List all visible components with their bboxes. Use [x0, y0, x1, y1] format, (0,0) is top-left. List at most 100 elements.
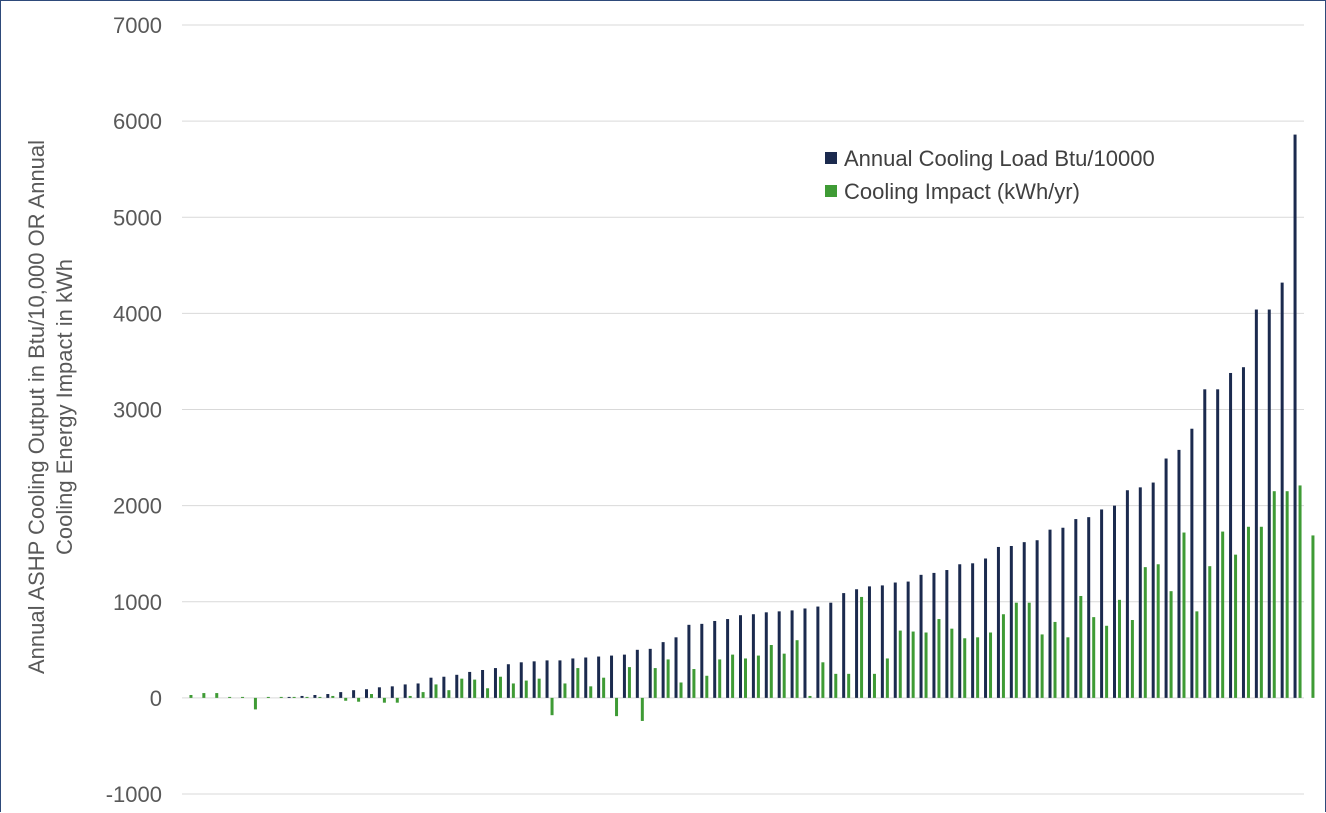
bar-cooling-load — [1048, 529, 1052, 698]
bar-cooling-impact — [1221, 531, 1225, 698]
legend: Annual Cooling Load Btu/10000 Cooling Im… — [825, 146, 1155, 204]
bars — [189, 134, 1315, 721]
bar-cooling-load — [1061, 527, 1065, 698]
bar-cooling-load — [674, 637, 678, 698]
bar-cooling-impact — [1027, 602, 1031, 698]
bar-cooling-load — [1190, 428, 1194, 698]
bar-cooling-load — [352, 690, 356, 698]
bar-cooling-load — [867, 586, 871, 698]
bar-cooling-load — [1074, 519, 1078, 698]
bar-cooling-load — [1177, 449, 1181, 698]
bar-cooling-load — [1229, 372, 1233, 698]
bar-cooling-load — [958, 564, 962, 698]
y-axis-label-line-2: Cooling Energy Impact in kWh — [52, 259, 77, 555]
y-tick-label: 5000 — [113, 205, 162, 230]
bar-cooling-load — [455, 674, 459, 698]
bar-cooling-load — [1113, 505, 1116, 698]
bar-cooling-impact — [1118, 599, 1121, 698]
bar-cooling-load — [635, 649, 639, 698]
bar-cooling-load — [442, 676, 446, 698]
bar-cooling-impact — [1001, 614, 1005, 698]
bar-cooling-load — [313, 694, 317, 698]
bar-cooling-impact — [1169, 591, 1173, 698]
bar-cooling-impact — [253, 697, 257, 710]
bar-cooling-impact — [756, 655, 760, 698]
bar-cooling-load — [1216, 389, 1220, 698]
bar-cooling-load — [1138, 487, 1142, 698]
bar-cooling-load — [622, 654, 626, 698]
bar-cooling-impact — [653, 668, 657, 698]
bar-cooling-impact — [782, 653, 786, 698]
bar-cooling-load — [519, 662, 523, 698]
bar-cooling-impact — [898, 630, 902, 698]
bar-cooling-impact — [615, 697, 619, 717]
bar-cooling-load — [919, 574, 923, 698]
bar-cooling-impact — [924, 632, 928, 698]
bar-cooling-load — [403, 684, 407, 698]
bar-cooling-load — [610, 655, 614, 698]
bar-cooling-impact — [808, 695, 812, 698]
y-tick-label: 0 — [150, 686, 162, 711]
bar-cooling-impact — [447, 690, 451, 698]
bar-cooling-load — [713, 620, 717, 698]
bar-cooling-impact — [395, 697, 399, 703]
bar-cooling-load — [790, 610, 794, 698]
bar-cooling-impact — [627, 667, 631, 698]
bar-cooling-impact — [202, 693, 206, 698]
bar-cooling-impact — [666, 659, 670, 698]
bar-cooling-impact — [279, 696, 283, 698]
y-tick-label: 7000 — [113, 13, 162, 38]
bar-cooling-impact — [834, 673, 838, 698]
bar-cooling-impact — [292, 696, 296, 698]
bar-cooling-load — [751, 614, 755, 698]
bar-cooling-impact — [563, 683, 567, 698]
bar-cooling-load — [1035, 540, 1039, 698]
bar-cooling-load — [365, 689, 368, 698]
bar-cooling-impact — [498, 676, 502, 698]
bar-cooling-load — [700, 623, 704, 698]
bar-cooling-impact — [318, 696, 322, 698]
legend-label-load: Annual Cooling Load Btu/10000 — [844, 146, 1155, 171]
legend-swatch-impact — [825, 185, 837, 197]
y-tick-label: 3000 — [113, 398, 162, 423]
bar-cooling-impact — [950, 628, 954, 698]
bar-cooling-load — [1164, 458, 1168, 698]
bar-cooling-load — [300, 695, 304, 698]
bar-cooling-impact — [795, 640, 799, 698]
bar-cooling-impact — [421, 692, 425, 698]
y-tick-label: 1000 — [113, 590, 162, 615]
bar-cooling-impact — [473, 679, 477, 698]
bar-cooling-impact — [1182, 532, 1186, 698]
bar-cooling-load — [326, 694, 330, 698]
bar-cooling-impact — [305, 696, 309, 698]
bar-cooling-load — [726, 619, 730, 698]
bar-cooling-impact — [847, 673, 851, 698]
bar-cooling-load — [390, 686, 394, 698]
bar-cooling-impact — [589, 686, 593, 698]
bar-cooling-impact — [1208, 566, 1212, 698]
bar-cooling-impact — [344, 697, 348, 701]
bar-cooling-load — [777, 611, 781, 698]
bar-cooling-impact — [434, 684, 438, 698]
bar-cooling-load — [855, 589, 859, 698]
bar-cooling-load — [932, 572, 936, 698]
bar-cooling-load — [1009, 545, 1013, 698]
bar-cooling-impact — [1053, 621, 1057, 698]
legend-label-impact: Cooling Impact (kWh/yr) — [844, 179, 1080, 204]
bar-cooling-load — [1022, 542, 1026, 698]
bar-cooling-impact — [963, 638, 967, 698]
bar-cooling-load — [584, 657, 588, 698]
bar-cooling-load — [1151, 482, 1155, 698]
bar-cooling-load — [1203, 389, 1207, 698]
bar-cooling-impact — [1130, 620, 1134, 698]
bar-cooling-load — [661, 642, 665, 698]
bar-cooling-impact — [989, 632, 993, 698]
bar-cooling-impact — [692, 669, 696, 698]
bar-cooling-impact — [872, 673, 876, 698]
bar-cooling-impact — [1246, 526, 1250, 698]
y-axis-label-line-1: Annual ASHP Cooling Output in Btu/10,000… — [24, 140, 49, 674]
bar-cooling-impact — [679, 682, 683, 698]
bar-cooling-impact — [769, 645, 773, 698]
bar-cooling-load — [648, 648, 652, 698]
